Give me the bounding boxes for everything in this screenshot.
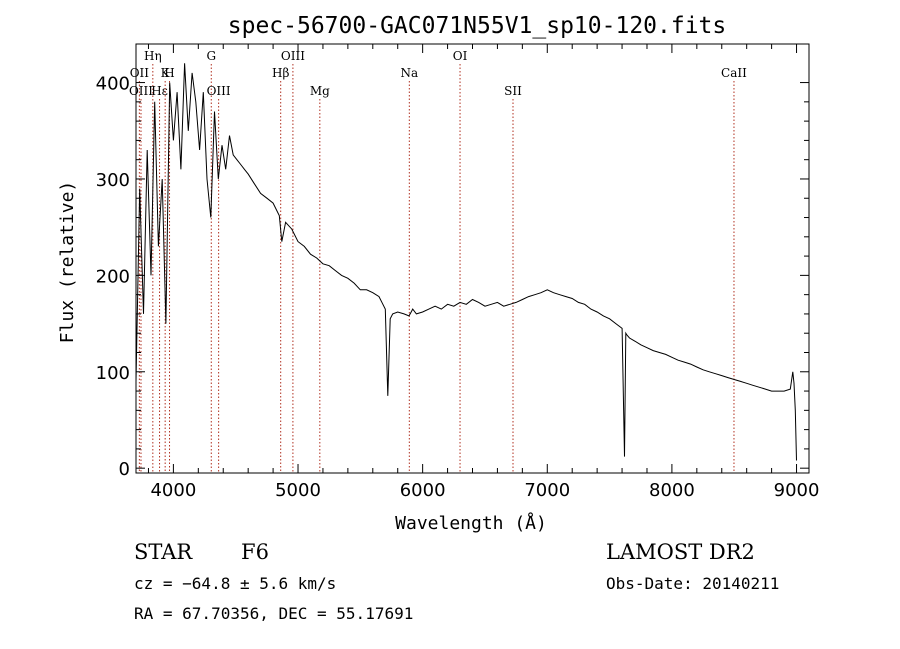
x-tick-label: 8000 [649, 480, 695, 501]
y-axis-label: Flux (relative) [57, 181, 78, 344]
ra-dec-coordinates: RA = 67.70356, DEC = 55.17691 [134, 604, 413, 623]
y-tick-label: 0 [119, 459, 130, 480]
object-subclass: F6 [241, 540, 269, 564]
x-tick-label: 7000 [524, 480, 570, 501]
survey-name: LAMOST DR2 [606, 540, 755, 564]
spectrum-line [135, 63, 797, 461]
x-tick-label: 4000 [150, 480, 196, 501]
marker-label: Hβ [272, 66, 289, 80]
marker-label: H [164, 66, 174, 80]
y-tick-label: 300 [96, 170, 130, 191]
plot-frame [135, 43, 810, 474]
marker-label: G [206, 49, 216, 63]
y-tick-label: 400 [96, 74, 130, 95]
chart-title: spec-56700-GAC071N55V1_sp10-120.fits [228, 13, 727, 39]
marker-label: Hη [144, 49, 162, 63]
x-tick-label: 9000 [774, 480, 820, 501]
marker-label: OII [130, 66, 150, 80]
x-tick-label: 6000 [400, 480, 446, 501]
x-tick-label: 5000 [275, 480, 321, 501]
redshift-velocity: cz = −64.8 ± 5.6 km/s [134, 574, 336, 593]
marker-label: SII [504, 84, 522, 98]
y-tick-label: 200 [96, 266, 130, 287]
marker-label: Na [400, 66, 418, 80]
marker-label: OIII [207, 84, 231, 98]
marker-label: Hε [151, 84, 168, 98]
y-tick-label: 100 [96, 363, 130, 384]
marker-label: CaII [721, 66, 747, 80]
marker-label: OI [453, 49, 468, 63]
marker-label: OIII [281, 49, 305, 63]
object-class: STAR [134, 540, 193, 564]
marker-label: OIII [129, 84, 153, 98]
marker-label: Mg [310, 84, 330, 98]
observation-date: Obs-Date: 20140211 [606, 574, 779, 593]
marker-label: K [161, 66, 171, 80]
x-axis-label: Wavelength (Å) [395, 512, 547, 534]
emission-line-markers: OII OIII Hη Hε KH G OIII Hβ OIII Mg Na OI SII CaII [129, 49, 747, 473]
plot-axes: 4000 5000 6000 7000 8000 9000 0 100 200 300 400 [96, 43, 820, 501]
